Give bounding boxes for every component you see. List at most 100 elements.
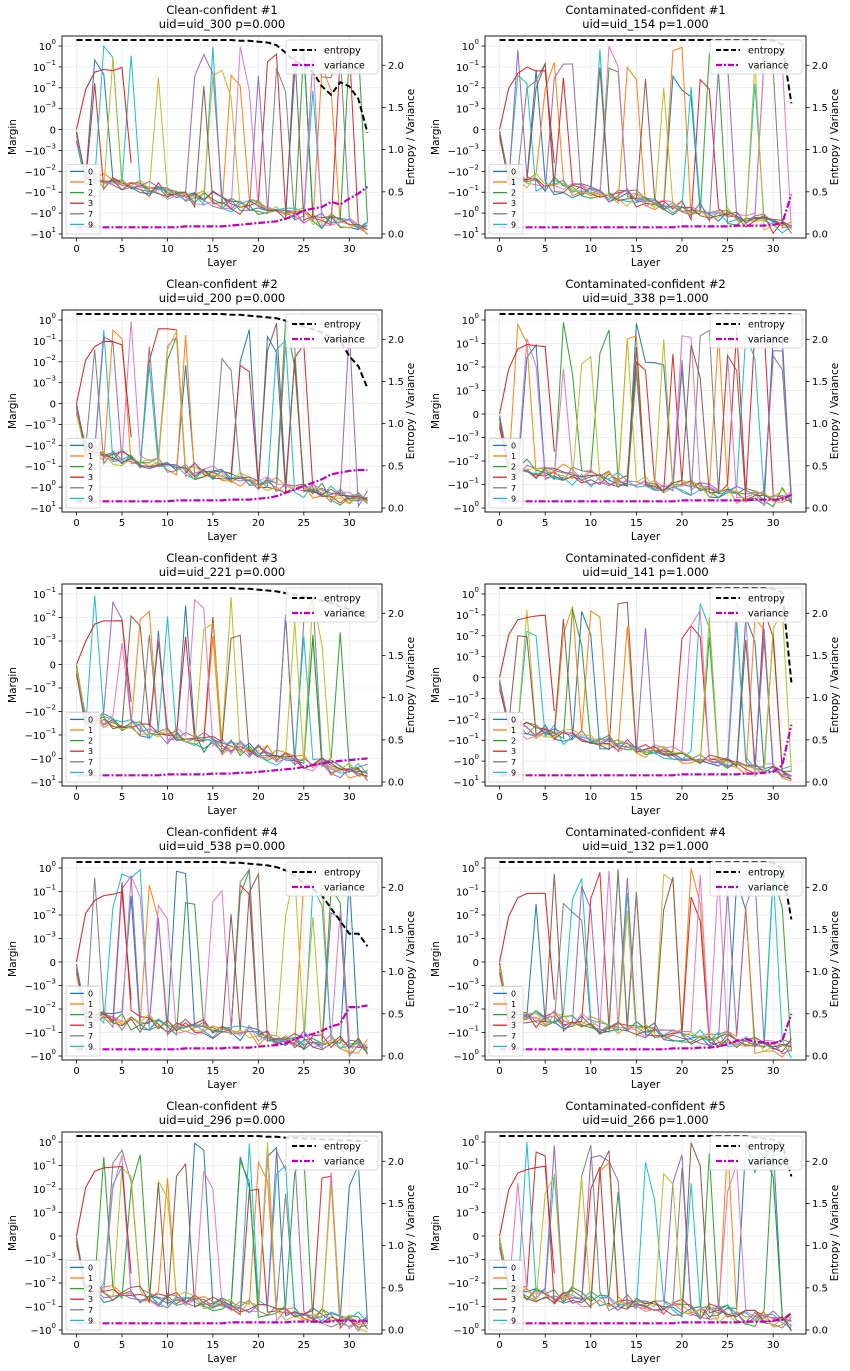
variance-line [499, 1013, 793, 1051]
y2-tick-label: 0.5 [812, 461, 828, 472]
y-tick-label: −10−1 [25, 1299, 56, 1314]
legend-label: 0 [511, 1263, 516, 1272]
y2-tick-label: 1.5 [388, 925, 404, 936]
x-tick-label: 30 [343, 1066, 356, 1077]
y2-tick-label: 2.0 [812, 61, 828, 72]
y-tick-label: −100 [453, 205, 479, 220]
y-axis-label: Margin [7, 667, 19, 703]
legend-label: 7 [511, 1306, 516, 1315]
legend-label: 3 [88, 747, 93, 756]
x-tick-label: 5 [119, 1340, 125, 1351]
series-line [499, 333, 792, 500]
chart-title: Contaminated-confident #2 [565, 277, 725, 291]
series-line [75, 1149, 368, 1332]
chart-title: Contaminated-confident #3 [565, 551, 725, 565]
legend-label: 7 [88, 484, 93, 493]
series-line [499, 1145, 792, 1326]
y-tick-label: −100 [30, 1322, 56, 1337]
y2-tick-label: 0.5 [388, 1009, 404, 1020]
y-tick-label: 10−1 [456, 884, 479, 899]
y2-tick-label: 2.0 [812, 1157, 828, 1168]
series-line [75, 1142, 368, 1333]
y-tick-label: −100 [30, 479, 56, 494]
chart-title: Clean-confident #1 [166, 3, 277, 17]
legend-label: 1 [88, 452, 93, 461]
y2-axis-label: Entropy / Variance [405, 363, 417, 459]
y2-tick-label: 1.5 [812, 651, 828, 662]
y2-tick-label: 1.0 [388, 693, 404, 704]
y2-axis-label: Entropy / Variance [405, 1185, 417, 1281]
legend-label: entropy [324, 1142, 361, 1153]
variance-line [499, 724, 793, 777]
x-tick-label: 20 [252, 244, 265, 255]
legend-box [488, 712, 524, 783]
series-line [75, 871, 368, 1055]
x-tick-label: 0 [73, 1066, 79, 1077]
y-tick-label: 100 [462, 1134, 479, 1149]
y2-tick-label: 0.5 [812, 735, 828, 746]
series-line [75, 616, 368, 782]
y-tick-label: −100 [30, 205, 56, 220]
y2-tick-label: 0.5 [812, 187, 828, 198]
y2-tick-label: 1.0 [388, 967, 404, 978]
legend-label: entropy [324, 320, 361, 331]
legend-label: 2 [88, 737, 93, 746]
legend-label: entropy [748, 46, 785, 57]
y-tick-label: −10−1 [25, 184, 56, 199]
x-tick-label: 30 [767, 792, 780, 803]
variance-line [499, 1312, 793, 1325]
x-tick-label: 20 [252, 1340, 265, 1351]
legend-label: 2 [88, 463, 93, 472]
y-tick-label: −10−2 [25, 437, 56, 452]
legend-label: 3 [511, 747, 516, 756]
series-line [499, 603, 792, 773]
legend-label: 0 [511, 167, 516, 176]
y-tick-label: −10−1 [25, 458, 56, 473]
legend-label: variance [748, 61, 789, 72]
legend-label: 9 [88, 220, 93, 229]
legend-label: 7 [88, 210, 93, 219]
x-axis-label: Layer [631, 257, 661, 269]
y-tick-label: −10−2 [448, 1001, 479, 1016]
legend-label: 2 [511, 1011, 516, 1020]
variance-line [499, 194, 793, 229]
legend-box [65, 712, 101, 783]
y-tick-label: −100 [453, 1322, 479, 1337]
y-tick-label: 10−1 [33, 333, 56, 348]
y-tick-label: 10−1 [33, 884, 56, 899]
y2-axis-label: Entropy / Variance [405, 911, 417, 1007]
x-tick-label: 10 [161, 1340, 174, 1351]
series-line [75, 57, 368, 235]
variance-line [76, 185, 369, 229]
legend-label: 2 [511, 1285, 516, 1294]
legend-label: 1 [511, 1000, 516, 1009]
y2-tick-label: 1.0 [812, 693, 828, 704]
y-tick-label: 10−3 [33, 931, 56, 946]
series-line [499, 892, 555, 1000]
series-line [75, 1153, 368, 1330]
legend-label: 3 [511, 1295, 516, 1304]
y2-tick-label: 0.0 [812, 1326, 828, 1337]
legend-label: 7 [88, 1032, 93, 1041]
legend-box [65, 164, 101, 235]
legend-label: 1 [511, 1274, 516, 1283]
y2-tick-label: 0.5 [388, 735, 404, 746]
variance-line [499, 493, 792, 503]
series-line [499, 873, 792, 1053]
legend-label: 0 [511, 715, 516, 724]
series-line [75, 614, 368, 777]
y2-tick-label: 0.5 [388, 461, 404, 472]
y2-tick-label: 1.5 [388, 1199, 404, 1210]
legend-label: 9 [511, 220, 516, 229]
legend-label: 1 [88, 178, 93, 187]
y-tick-label: 10−1 [456, 1158, 479, 1173]
chart-subtitle: uid=uid_141 p=1.000 [582, 565, 708, 579]
y-tick-label: −100 [30, 751, 56, 766]
y2-tick-label: 1.0 [812, 145, 828, 156]
y-tick-label: 0 [473, 410, 479, 421]
legend-label: entropy [324, 594, 361, 605]
y-tick-label: −10−3 [448, 690, 479, 705]
y-tick-label: 0 [50, 126, 56, 137]
